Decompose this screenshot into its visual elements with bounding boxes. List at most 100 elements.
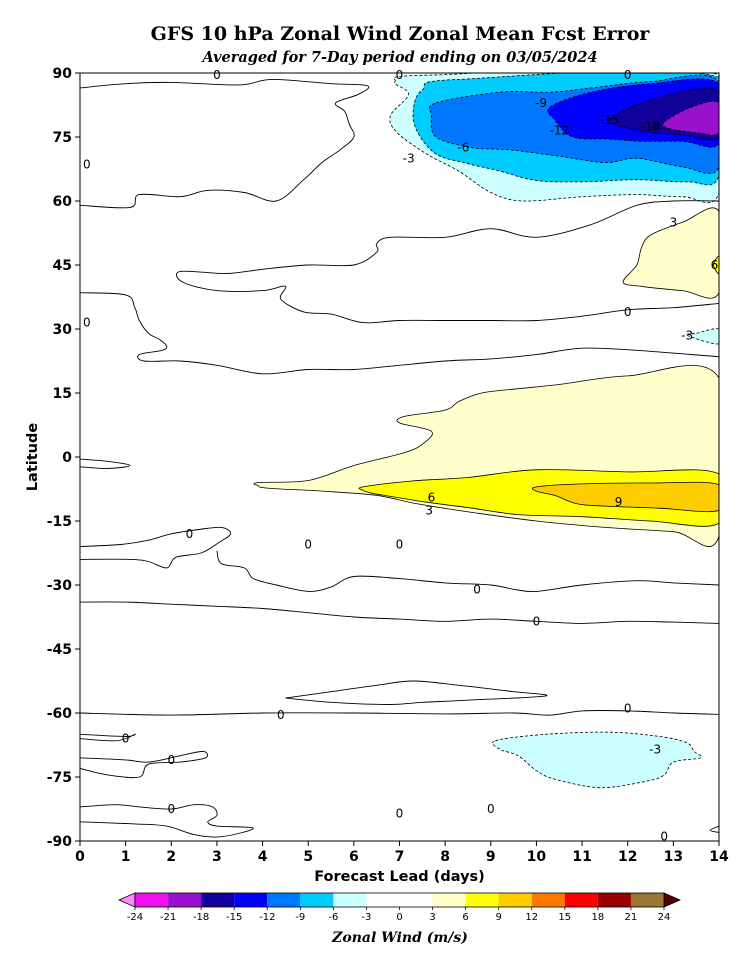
contour-label: -3 xyxy=(649,742,661,756)
colorbar-segment xyxy=(597,893,631,907)
x-tick-label: 6 xyxy=(349,849,359,865)
x-axis-label: Forecast Lead (days) xyxy=(314,869,485,885)
colorbar-under-arrow xyxy=(118,892,136,908)
x-tick-label: 2 xyxy=(166,849,176,865)
contour-label: 0 xyxy=(122,732,130,746)
colorbar-tick-label: -21 xyxy=(160,912,176,923)
contour-zero-sh-c xyxy=(80,601,719,624)
colorbar-tick-label: 15 xyxy=(558,912,571,923)
region-sh-negative-3-b xyxy=(491,731,702,789)
contour-zero-mid-a xyxy=(175,200,719,324)
colorbar-over-arrow xyxy=(663,892,681,908)
region-nh-positive-6 xyxy=(713,255,719,275)
contour-label: 0 xyxy=(533,614,541,628)
colorbar-tick-label: -3 xyxy=(361,912,371,923)
contour-label: 0 xyxy=(624,305,632,319)
contour-label: -6 xyxy=(457,141,469,155)
colorbar-segment xyxy=(432,893,466,907)
contour-zero-sh-g xyxy=(80,750,208,779)
x-tick-label: 14 xyxy=(709,849,729,865)
colorbar-tick-label: -12 xyxy=(259,912,275,923)
contour-label: 0 xyxy=(277,708,285,722)
colorbar-tick-label: -18 xyxy=(193,912,209,923)
contour-zero-sh-a xyxy=(80,526,232,569)
contour-label: 3 xyxy=(670,215,678,229)
colorbar-tick-label: 3 xyxy=(429,912,435,923)
y-axis-ticks: 90 75 60 45 30 15 0 -15 -30 -45 -60 -75 -90 xyxy=(47,66,80,850)
colorbar-segment xyxy=(168,893,202,907)
x-tick-label: 12 xyxy=(618,849,637,865)
x-tick-label: 0 xyxy=(75,849,85,865)
region-tropics-positive-9 xyxy=(531,481,719,513)
colorbar-segment xyxy=(267,893,301,907)
contour-label: -15 xyxy=(600,113,620,127)
y-tick-label: -60 xyxy=(47,706,73,722)
contour-label: 0 xyxy=(167,802,175,816)
colorbar-segment xyxy=(135,893,169,907)
contour-label: -18 xyxy=(641,119,661,133)
y-tick-label: 90 xyxy=(53,66,73,82)
contour-label: 6 xyxy=(428,491,436,505)
colorbar-tick-label: 12 xyxy=(525,912,538,923)
colorbar-segment xyxy=(333,893,367,907)
x-tick-label: 10 xyxy=(527,849,547,865)
contour-zero-mid-b xyxy=(80,292,719,375)
contour-label: 0 xyxy=(624,702,632,716)
contour-zero-sh-i xyxy=(709,825,719,833)
colorbar-segment xyxy=(201,893,235,907)
x-tick-label: 7 xyxy=(395,849,405,865)
colorbar-tick-label: 9 xyxy=(496,912,502,923)
contour-label: 0 xyxy=(396,68,404,82)
y-tick-label: 0 xyxy=(62,450,72,466)
filled-regions xyxy=(253,73,719,789)
contour-label: -12 xyxy=(549,124,569,138)
contour-label: 0 xyxy=(213,68,221,82)
colorbar-segment xyxy=(366,893,400,907)
y-tick-label: -30 xyxy=(47,578,73,594)
colorbar-segment xyxy=(234,893,268,907)
x-axis-ticks: 0 1 2 3 4 5 6 7 8 9 10 11 12 13 14 xyxy=(75,841,729,865)
contour-label: 0 xyxy=(660,830,668,844)
contour-label: -3 xyxy=(403,151,415,165)
x-tick-label: 1 xyxy=(121,849,131,865)
contour-zero-sh-b xyxy=(216,550,719,593)
y-axis-label: Latitude xyxy=(25,423,41,492)
x-tick-label: 11 xyxy=(572,849,591,865)
x-tick-label: 9 xyxy=(486,849,496,865)
contour-zero-nh xyxy=(80,78,370,209)
contour-label: 0 xyxy=(83,316,91,330)
x-tick-label: 4 xyxy=(258,849,268,865)
colorbar-segment xyxy=(399,893,433,907)
contour-lines xyxy=(80,78,719,838)
contour-label: 3 xyxy=(425,503,433,517)
colorbar-segment xyxy=(465,893,499,907)
contour-label: 9 xyxy=(615,495,623,509)
colorbar-tick-label: 0 xyxy=(396,912,402,923)
colorbar-tick-label: 24 xyxy=(658,912,671,923)
contour-label: 0 xyxy=(624,68,632,82)
y-tick-label: -90 xyxy=(47,834,73,850)
contour-zero-sh-f xyxy=(80,733,136,742)
colorbar-tick-label: -6 xyxy=(328,912,338,923)
region-nh-positive-3 xyxy=(622,207,719,299)
chart-title: GFS 10 hPa Zonal Wind Zonal Mean Fcst Er… xyxy=(151,23,651,45)
y-tick-label: -15 xyxy=(47,514,72,530)
y-tick-label: 45 xyxy=(53,258,72,274)
contour-zero-sh-h xyxy=(80,804,254,838)
y-tick-label: -45 xyxy=(47,642,72,658)
colorbar-segment xyxy=(300,893,334,907)
x-tick-label: 8 xyxy=(440,849,450,865)
colorbar-segment xyxy=(531,893,565,907)
contour-label: 0 xyxy=(396,806,404,820)
colorbar: -24 -21 -18 -15 -12 -9 -6 -3 0 3 6 9 12 15 18 21 24 xyxy=(118,892,681,923)
colorbar-tick-label: 21 xyxy=(625,912,638,923)
contour-label: -9 xyxy=(535,96,547,110)
x-tick-label: 3 xyxy=(212,849,222,865)
contour-label: 0 xyxy=(487,802,495,816)
x-tick-label: 13 xyxy=(664,849,683,865)
contour-zero-tropics xyxy=(80,458,131,469)
contour-zero-sh-d xyxy=(80,710,719,716)
contour-label: 0 xyxy=(473,582,481,596)
